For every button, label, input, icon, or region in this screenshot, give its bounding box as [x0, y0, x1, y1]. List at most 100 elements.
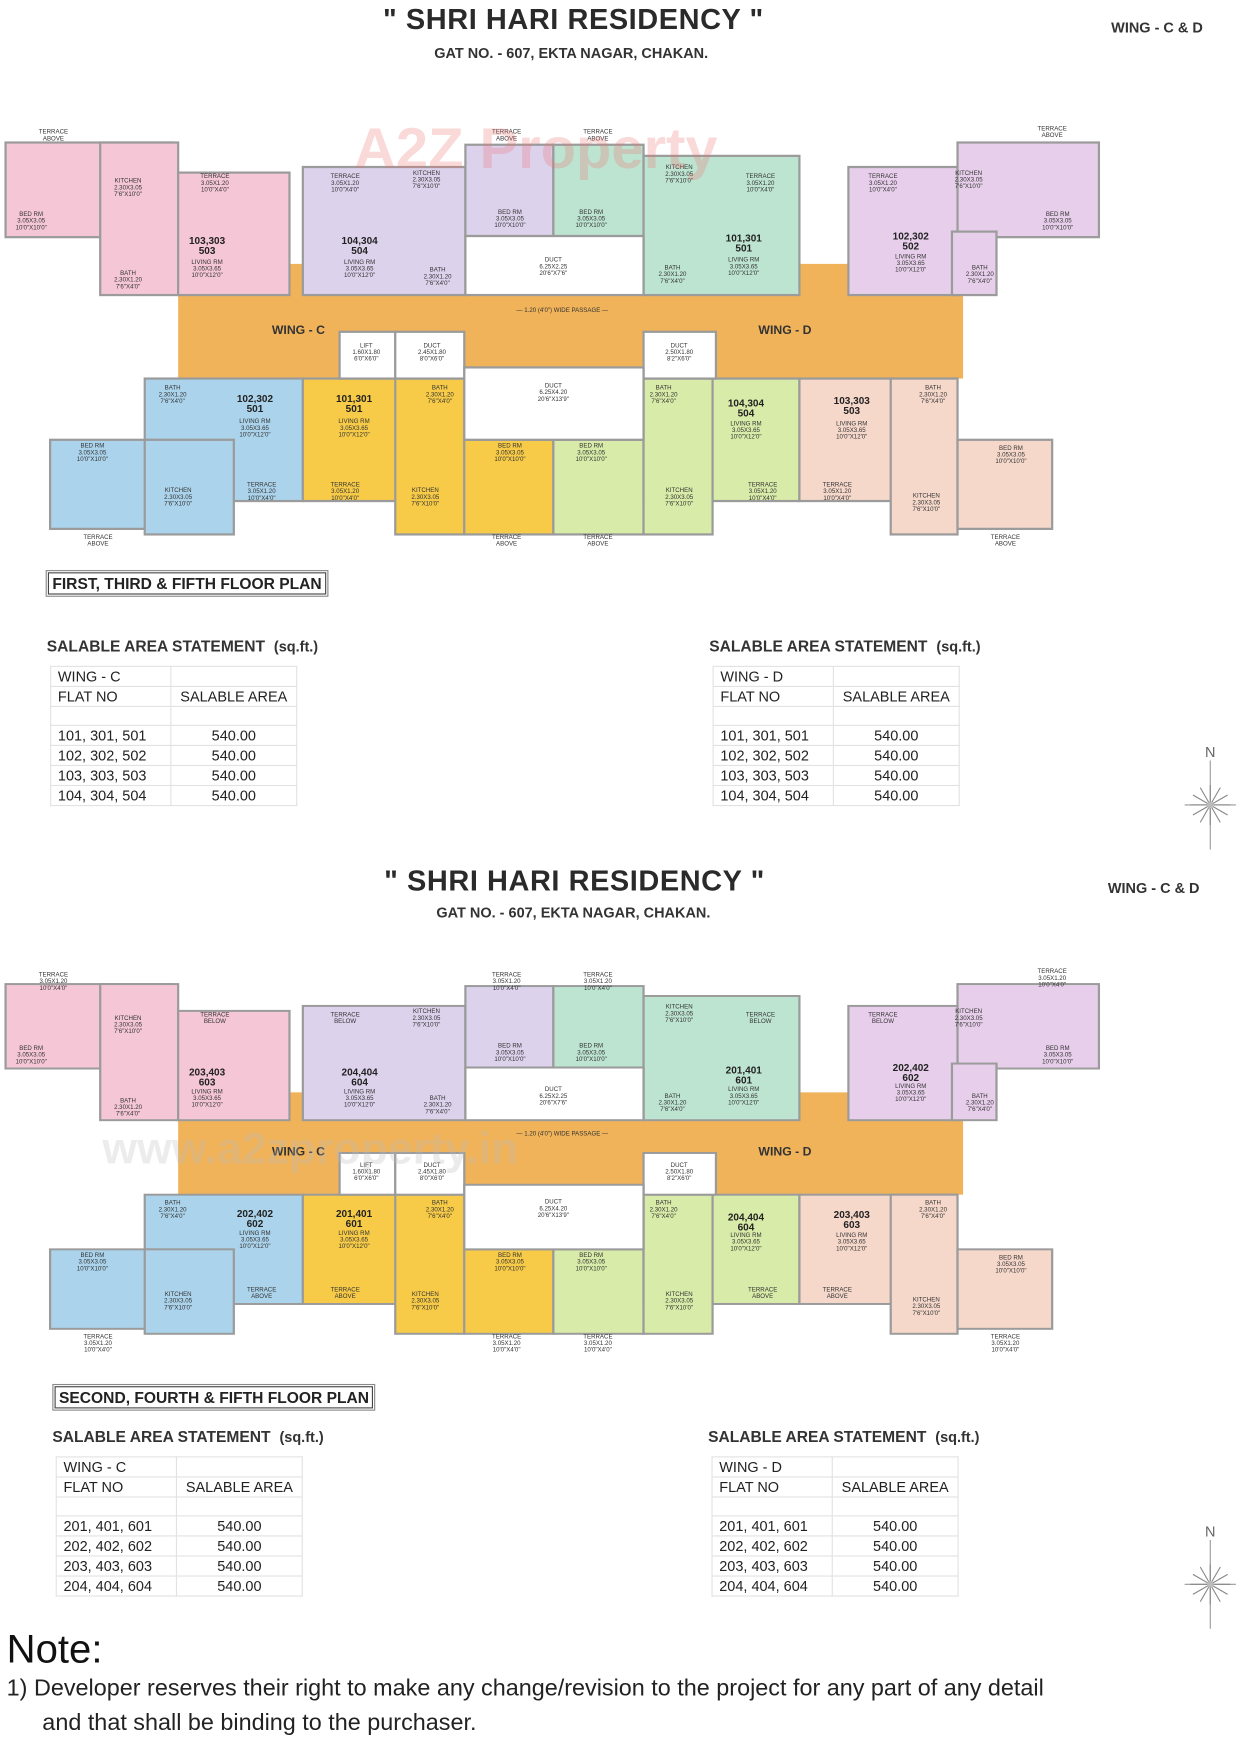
- room-label: LIVING RM 3.05X3.65 10'0"X12'0": [895, 253, 927, 274]
- room-label: KITCHEN 2.30X3.05 7'6"X10'0": [114, 178, 143, 199]
- empty-cell: [175, 1456, 303, 1478]
- area-cell: 540.00: [175, 1555, 303, 1577]
- room-label: TERRACE 3.05X1.20 10'0"X4'0": [491, 1333, 522, 1354]
- note-line-1: 1) Developer reserves their right to mak…: [6, 1675, 1044, 1702]
- flat-area: [48, 1248, 152, 1330]
- flat-area: [950, 1062, 998, 1122]
- room-label: LIVING RM 3.05X3.65 10'0"X12'0": [730, 420, 762, 441]
- flat-no-cell: 101, 301, 501: [50, 724, 172, 746]
- room-label: BED RM 3.05X3.05 10'0"X10'0": [1042, 1045, 1074, 1066]
- salable-area-table: WING - D FLAT NO SALABLE AREA 101, 301, 501…: [712, 665, 960, 807]
- col-salable-area: SALABLE AREA: [831, 1476, 959, 1498]
- table-header-row: FLAT NO SALABLE AREA: [712, 685, 960, 708]
- flat-number-label: 102,302 501: [236, 393, 274, 415]
- area-cell: 540.00: [831, 1515, 959, 1537]
- flat-number-label: 202,402 602: [236, 1207, 274, 1229]
- room-label: TERRACE ABOVE: [491, 129, 522, 143]
- room-label: — 1.20 (4'0") WIDE PASSAGE —: [516, 307, 609, 314]
- flat-number-label: 102,302 502: [892, 230, 929, 252]
- room-label: TERRACE 3.05X1.20 10'0"X4'0": [583, 972, 613, 993]
- room-label: BED RM 3.05X3.05 10'0"X10'0": [15, 211, 47, 232]
- floor-plan-drawing: [4, 141, 1101, 536]
- area-cell: 540.00: [170, 784, 298, 807]
- duct-lift-area: [394, 1151, 466, 1196]
- flat-number-label: 103,303 503: [833, 395, 870, 417]
- compass-star-icon: [1184, 1539, 1236, 1629]
- table-row: 204, 404, 604 540.00: [55, 1575, 303, 1597]
- salable-area-table: WING - D FLAT NO SALABLE AREA 201, 401, 601…: [711, 1456, 959, 1597]
- col-salable-area: SALABLE AREA: [832, 685, 960, 708]
- area-cell: 540.00: [832, 784, 960, 807]
- room-label: KITCHEN 2.30X3.05 7'6"X10'0": [912, 493, 941, 514]
- flat-number-label: 204,404 604: [727, 1211, 765, 1233]
- room-label: BATH 2.30X1.20 7'6"X4'0": [919, 385, 947, 406]
- room-label: BATH 2.30X1.20 7'6"X4'0": [158, 385, 187, 406]
- empty-cell: [711, 1496, 833, 1517]
- wing-label: WING - C & D: [1107, 879, 1200, 897]
- room-label: TERRACE BELOW: [745, 1011, 776, 1026]
- room-label: TERRACE 3.05X1.20 10'0"X4'0": [200, 173, 230, 194]
- room-label: KITCHEN 2.30X3.05 7'6"X10'0": [164, 1292, 193, 1313]
- room-label: WING - C: [271, 1145, 325, 1160]
- flat-number-label: 104,304 504: [727, 397, 765, 419]
- flat-no-cell: 102, 302, 502: [50, 744, 172, 767]
- table-row: 102, 302, 502 540.00: [712, 744, 960, 767]
- table-row: 201, 401, 601 540.00: [55, 1515, 303, 1537]
- room-label: BED RM 3.05X3.05 10'0"X10'0": [494, 1252, 526, 1273]
- table-row: 204, 404, 604 540.00: [711, 1575, 959, 1597]
- spacer-row: [55, 1496, 303, 1517]
- flat-area: [956, 1248, 1054, 1330]
- col-flat-no: FLAT NO: [50, 685, 172, 708]
- flat-number-label: 103,303 503: [188, 234, 226, 257]
- duct-lift-area: [464, 234, 645, 297]
- flat-number-label: 101,301 501: [725, 232, 762, 254]
- room-label: TERRACE ABOVE: [1037, 125, 1067, 140]
- room-label: BATH 2.30X1.20 7'6"X4'0": [423, 1095, 452, 1116]
- room-label: TERRACE 3.05X1.20 10'0"X4'0": [822, 482, 852, 503]
- flat-area: [642, 995, 801, 1122]
- room-label: TERRACE BELOW: [330, 1011, 360, 1026]
- flat-area: [301, 165, 467, 297]
- flat-area: [847, 1004, 961, 1122]
- area-cell: 540.00: [831, 1535, 959, 1557]
- room-label: DUCT 6.25X2.25 20'6"X7'6": [539, 257, 568, 278]
- room-label: KITCHEN 2.30X3.05 7'6"X10'0": [954, 1008, 983, 1029]
- room-label: BED RM 3.05X3.05 10'0"X10'0": [575, 1043, 607, 1064]
- area-cell: 540.00: [831, 1575, 959, 1597]
- flat-area: [143, 1248, 235, 1335]
- room-label: TERRACE ABOVE: [583, 129, 613, 143]
- room-label: — 1.20 (4'0") WIDE PASSAGE —: [516, 1131, 609, 1138]
- room-label: TERRACE 3.05X1.20 10'0"X4'0": [745, 173, 776, 194]
- room-label: DUCT 6.25X4.20 20'6"X13'9": [537, 383, 569, 404]
- room-label: KITCHEN 2.30X3.05 7'6"X10'0": [665, 1003, 694, 1024]
- room-label: BATH 2.30X1.20 7'6"X4'0": [158, 1200, 187, 1221]
- salable-area-table: WING - C FLAT NO SALABLE AREA 201, 401, 601…: [55, 1456, 303, 1597]
- flat-no-cell: 201, 401, 601: [711, 1515, 833, 1537]
- salable-area-heading: SALABLE AREA STATEMENT (sq.ft.): [47, 637, 318, 655]
- project-title: " SHRI HARI RESIDENCY ": [384, 863, 765, 898]
- room-label: BATH 2.30X1.20 7'6"X4'0": [425, 385, 454, 406]
- room-label: LIVING RM 3.05X3.65 10'0"X12'0": [191, 1088, 223, 1109]
- room-label: TERRACE ABOVE: [583, 534, 613, 548]
- room-label: KITCHEN 2.30X3.05 7'6"X10'0": [412, 1008, 441, 1029]
- flat-no-cell: 102, 302, 502: [712, 744, 834, 767]
- duct-lift-area: [463, 366, 645, 441]
- duct-lift-area: [338, 1151, 397, 1196]
- heading-text: SALABLE AREA STATEMENT: [52, 1427, 271, 1446]
- room-label: LIFT 1.60X1.80 6'0"X6'0": [352, 1162, 381, 1183]
- room-label: BATH 2.30X1.20 7'6"X4'0": [425, 1200, 454, 1221]
- col-salable-area: SALABLE AREA: [170, 685, 298, 708]
- wing-label: WING - C & D: [1111, 18, 1203, 36]
- area-cell: 540.00: [831, 1555, 959, 1577]
- room-label: LIVING RM 3.05X3.65 10'0"X12'0": [343, 1088, 376, 1109]
- room-label: LIVING RM 3.05X3.65 10'0"X12'0": [836, 1232, 868, 1253]
- empty-cell: [175, 1496, 303, 1517]
- room-label: DUCT 6.25X4.20 20'6"X13'9": [537, 1198, 569, 1219]
- floor-plan-label: SECOND, FOURTH & FIFTH FLOOR PLAN: [52, 1383, 376, 1411]
- col-salable-area: SALABLE AREA: [175, 1476, 303, 1498]
- room-label: KITCHEN 2.30X3.05 7'6"X10'0": [411, 487, 440, 508]
- compass-north-label: N: [1205, 743, 1216, 761]
- room-label: LIVING RM 3.05X3.65 10'0"X12'0": [728, 257, 760, 278]
- compass-north-label: N: [1205, 1523, 1216, 1540]
- empty-cell: [170, 665, 298, 687]
